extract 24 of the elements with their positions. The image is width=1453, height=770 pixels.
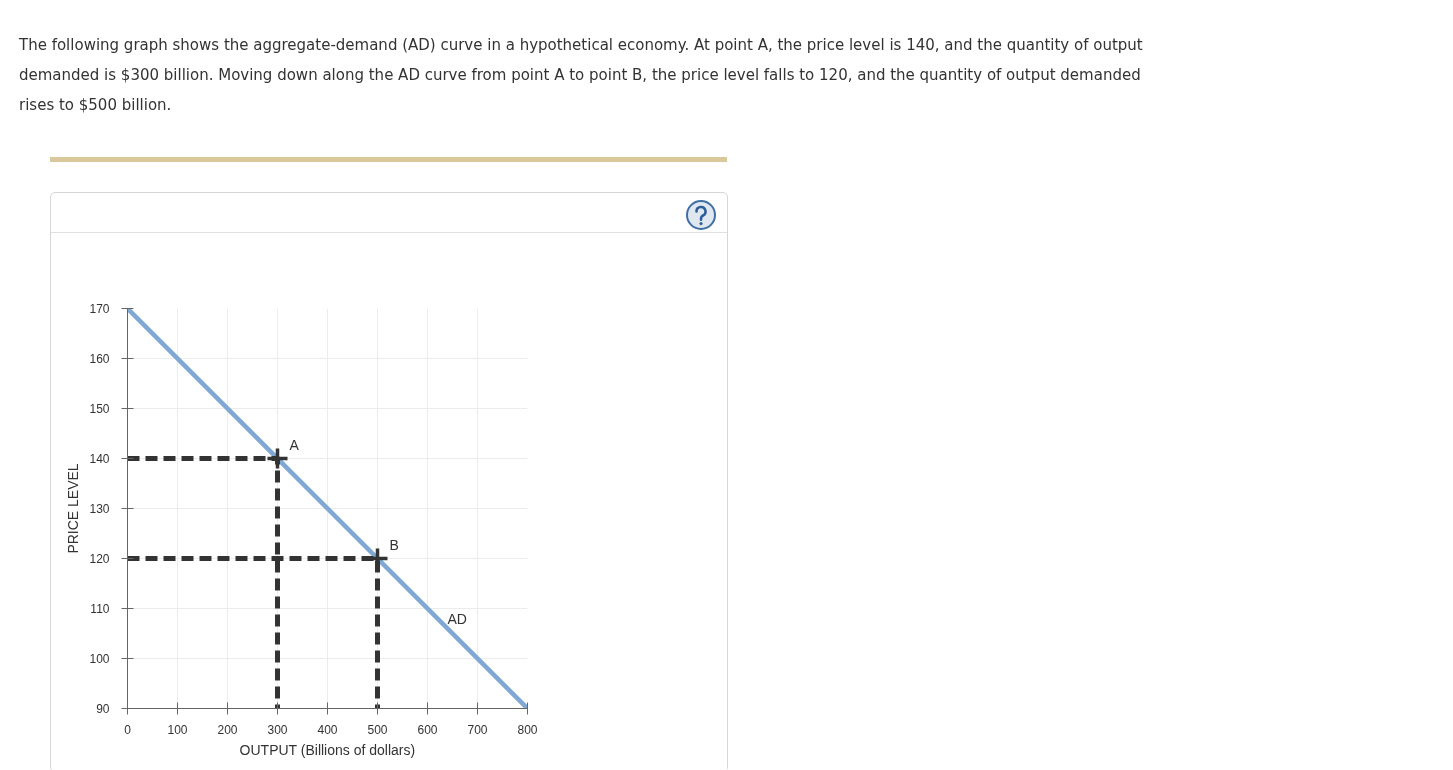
annotation: B xyxy=(389,536,399,553)
x-tick-label: 800 xyxy=(517,722,538,737)
x-tick-label: 0 xyxy=(124,722,132,737)
y-tick-label: 150 xyxy=(89,402,110,416)
text: The following graph shows the aggregate-demand (AD) curve in a hypothetical economy. At point A, the price level is 140, and the quantity of output demanded is $300 billion. Moving down along the AD curve from point A to point B, the price level falls to 120, and the quantity of output demanded rises to $500 billion. xyxy=(19,35,1144,116)
y-tick-label: 170 xyxy=(89,302,110,316)
x-tick-label: 600 xyxy=(417,722,438,737)
y-tick-label: 90 xyxy=(96,702,110,716)
x-tick-label: 100 xyxy=(167,722,188,737)
y-tick-label: 120 xyxy=(89,552,110,566)
y-axis-title: PRICE LEVEL xyxy=(65,463,82,554)
y-tick-label: 140 xyxy=(89,452,110,466)
y-tick-label: 100 xyxy=(89,652,110,666)
series-label: AD xyxy=(447,610,467,627)
x-tick-label: 200 xyxy=(217,722,238,737)
x-tick-label: 500 xyxy=(367,722,388,737)
annotation: A xyxy=(289,436,300,453)
y-tick-label: 130 xyxy=(89,502,110,516)
x-tick-label: 300 xyxy=(267,722,288,737)
x-axis-title: OUTPUT (Billions of dollars) xyxy=(239,741,416,758)
y-tick-label: 110 xyxy=(90,602,110,616)
x-tick-label: 400 xyxy=(317,722,338,737)
y-tick-label: 160 xyxy=(89,352,110,366)
x-tick-label: 700 xyxy=(467,722,488,737)
